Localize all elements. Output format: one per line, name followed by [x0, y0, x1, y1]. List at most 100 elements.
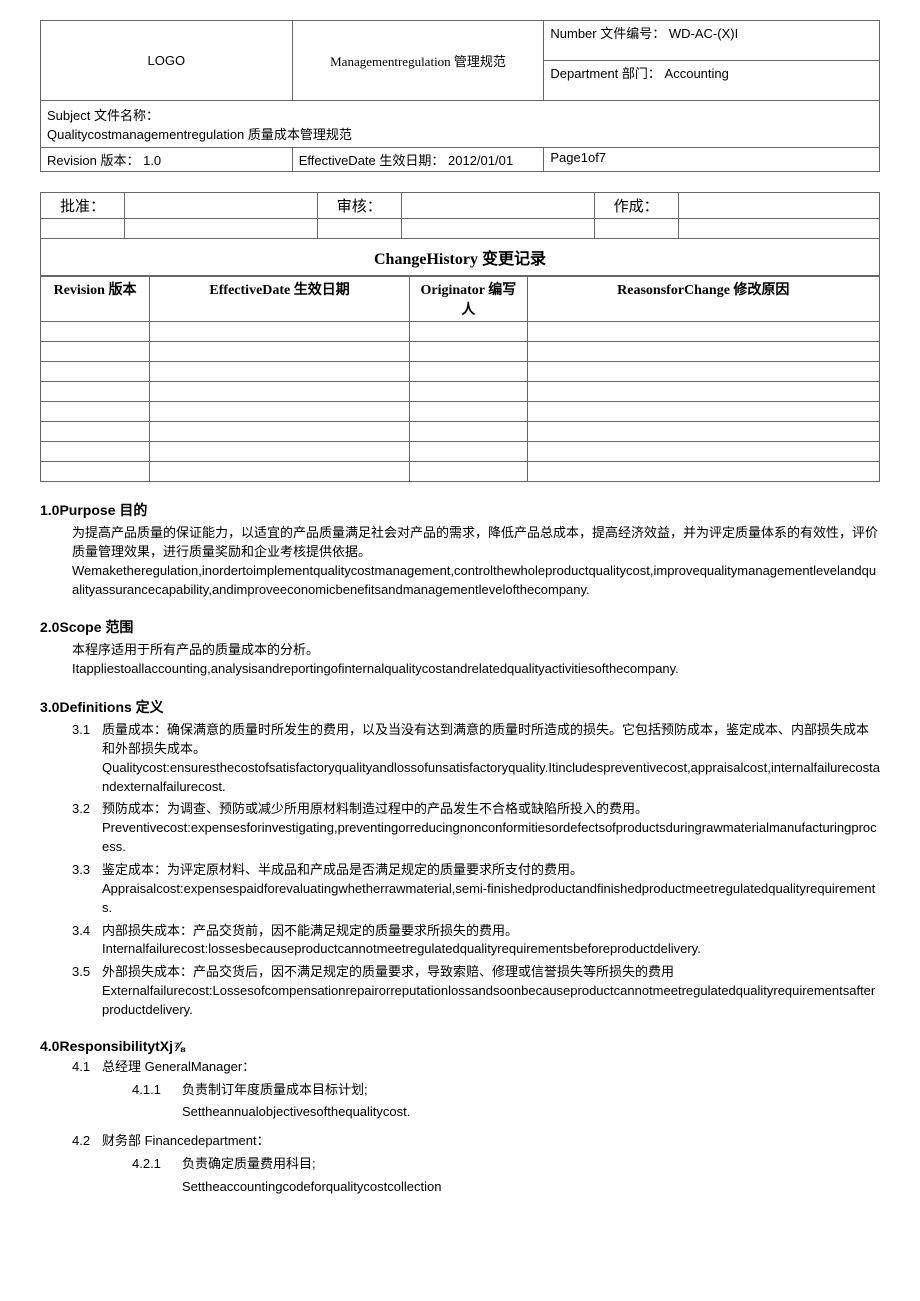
review-sig	[317, 219, 401, 239]
prepare-sig2	[678, 219, 879, 239]
effdate-label: EffectiveDate 生效日期：	[299, 153, 445, 168]
resp-421: 4.2.1 负责确定质量费用科目;	[132, 1155, 880, 1174]
definition-num: 3.1	[72, 721, 102, 796]
change-cell	[41, 422, 150, 442]
subject-label: Subject 文件名称：	[47, 105, 873, 124]
approve-sig	[41, 219, 125, 239]
change-row	[41, 362, 880, 382]
definitions-heading: 3.0Definitions 定义	[40, 697, 880, 717]
definition-num: 3.3	[72, 861, 102, 918]
definition-text: 鉴定成本：为评定原材料、半成品和产成品是否满足规定的质量要求所支付的费用。App…	[102, 861, 880, 918]
change-cell	[527, 402, 879, 422]
definition-item: 3.5外部损失成本：产品交货后，因不满足规定的质量要求，导致索赔、修理或信誉损失…	[72, 963, 880, 1020]
review-sig2	[401, 219, 594, 239]
change-cell	[410, 362, 527, 382]
change-cell	[527, 422, 879, 442]
change-cell	[150, 422, 410, 442]
col-originator: Originator 编写人	[410, 277, 527, 322]
definition-item: 3.3鉴定成本：为评定原材料、半成品和产成品是否满足规定的质量要求所支付的费用。…	[72, 861, 880, 918]
resp-411-cn: 负责制订年度质量成本目标计划;	[182, 1081, 880, 1100]
section-definitions: 3.0Definitions 定义 3.1质量成本：确保满意的质量时所发生的费用…	[40, 697, 880, 1020]
change-cell	[150, 322, 410, 342]
change-cell	[410, 442, 527, 462]
change-cell	[527, 342, 879, 362]
effdate-cell: EffectiveDate 生效日期： 2012/01/01	[292, 148, 544, 172]
approval-table: 批准： 审核： 作成： ChangeHistory 变更记录	[40, 192, 880, 276]
definition-text: 外部损失成本：产品交货后，因不满足规定的质量要求，导致索赔、修理或信誉损失等所损…	[102, 963, 880, 1020]
resp-421-num: 4.2.1	[132, 1155, 182, 1174]
number-cell: Number 文件编号： WD-AC-(X)I	[544, 21, 880, 61]
definition-en: Externalfailurecost:Lossesofcompensation…	[102, 982, 880, 1020]
change-cell	[41, 442, 150, 462]
change-cell	[41, 402, 150, 422]
definition-en: Appraisalcost:expensespaidforevaluatingw…	[102, 880, 880, 918]
definition-cn: 外部损失成本：产品交货后，因不满足规定的质量要求，导致索赔、修理或信誉损失等所损…	[102, 963, 880, 982]
number-value: WD-AC-(X)I	[669, 26, 738, 41]
scope-heading: 2.0Scope 范围	[40, 617, 880, 637]
definition-item: 3.1质量成本：确保满意的质量时所发生的费用，以及当没有达到满意的质量时所造成的…	[72, 721, 880, 796]
prepare-sig	[594, 219, 678, 239]
subject-cell: Subject 文件名称： Qualitycostmanagementregul…	[41, 101, 880, 148]
approve-label: 批准：	[41, 193, 125, 219]
change-cell	[150, 342, 410, 362]
change-cell	[410, 422, 527, 442]
department-cell: Department 部门： Accounting	[544, 61, 880, 101]
change-row	[41, 402, 880, 422]
revision-label: Revision 版本：	[47, 153, 139, 168]
resp-41: 4.1 总经理 GeneralManager：	[72, 1058, 880, 1077]
change-row	[41, 342, 880, 362]
change-cell	[41, 382, 150, 402]
resp-41-title: 总经理 GeneralManager：	[102, 1058, 880, 1077]
resp-421-cn: 负责确定质量费用科目;	[182, 1155, 880, 1174]
section-purpose: 1.0Purpose 目的 为提高产品质量的保证能力，以适宜的产品质量满足社会对…	[40, 500, 880, 599]
revision-value: 1.0	[143, 153, 161, 168]
resp-42-title: 财务部 Financedepartment：	[102, 1132, 880, 1151]
col-effdate: EffectiveDate 生效日期	[150, 277, 410, 322]
resp-41-num: 4.1	[72, 1058, 102, 1077]
change-cell	[41, 322, 150, 342]
change-cell	[410, 402, 527, 422]
change-cell	[41, 362, 150, 382]
scope-cn: 本程序适用于所有产品的质量成本的分析。	[72, 641, 880, 660]
resp-411-num: 4.1.1	[132, 1081, 182, 1100]
resp-421-en: Settheaccountingcodeforqualitycostcollec…	[182, 1178, 880, 1197]
purpose-cn: 为提高产品质量的保证能力，以适宜的产品质量满足社会对产品的需求，降低产品总成本，…	[72, 524, 880, 562]
resp-42-num: 4.2	[72, 1132, 102, 1151]
prepare-value	[678, 193, 879, 219]
responsibility-heading: 4.0ResponsibilitytXj⅞	[40, 1038, 880, 1054]
section-scope: 2.0Scope 范围 本程序适用于所有产品的质量成本的分析。 Itapplie…	[40, 617, 880, 679]
prepare-label: 作成：	[594, 193, 678, 219]
change-cell	[527, 462, 879, 482]
definition-en: Qualitycost:ensuresthecostofsatisfactory…	[102, 759, 880, 797]
section-responsibility: 4.0ResponsibilitytXj⅞ 4.1 总经理 GeneralMan…	[40, 1038, 880, 1197]
definition-cn: 质量成本：确保满意的质量时所发生的费用，以及当没有达到满意的质量时所造成的损失。…	[102, 721, 880, 759]
dept-label: Department 部门：	[550, 66, 661, 81]
review-value	[401, 193, 594, 219]
change-cell	[150, 362, 410, 382]
col-revision: Revision 版本	[41, 277, 150, 322]
resp-411: 4.1.1 负责制订年度质量成本目标计划;	[132, 1081, 880, 1100]
change-row	[41, 382, 880, 402]
change-cell	[150, 442, 410, 462]
definition-num: 3.2	[72, 800, 102, 857]
review-label: 审核：	[317, 193, 401, 219]
definition-text: 内部损失成本：产品交货前，因不能满足规定的质量要求所损失的费用。Internal…	[102, 922, 880, 960]
definition-text: 质量成本：确保满意的质量时所发生的费用，以及当没有达到满意的质量时所造成的损失。…	[102, 721, 880, 796]
resp-42: 4.2 财务部 Financedepartment：	[72, 1132, 880, 1151]
definition-text: 预防成本：为调查、预防或减少所用原材料制造过程中的产品发生不合格或缺陷所投入的费…	[102, 800, 880, 857]
definition-item: 3.4内部损失成本：产品交货前，因不能满足规定的质量要求所损失的费用。Inter…	[72, 922, 880, 960]
change-cell	[41, 342, 150, 362]
change-cell	[410, 382, 527, 402]
definition-cn: 预防成本：为调查、预防或减少所用原材料制造过程中的产品发生不合格或缺陷所投入的费…	[102, 800, 880, 819]
change-cell	[527, 322, 879, 342]
change-row	[41, 442, 880, 462]
page-cell: Page1of7	[544, 148, 880, 172]
col-reason: ReasonsforChange 修改原因	[527, 277, 879, 322]
change-cell	[150, 382, 410, 402]
change-row	[41, 422, 880, 442]
change-history-title: ChangeHistory 变更记录	[41, 239, 880, 276]
change-cell	[527, 382, 879, 402]
change-cell	[527, 362, 879, 382]
change-cell	[41, 462, 150, 482]
logo-cell: LOGO	[41, 21, 293, 101]
